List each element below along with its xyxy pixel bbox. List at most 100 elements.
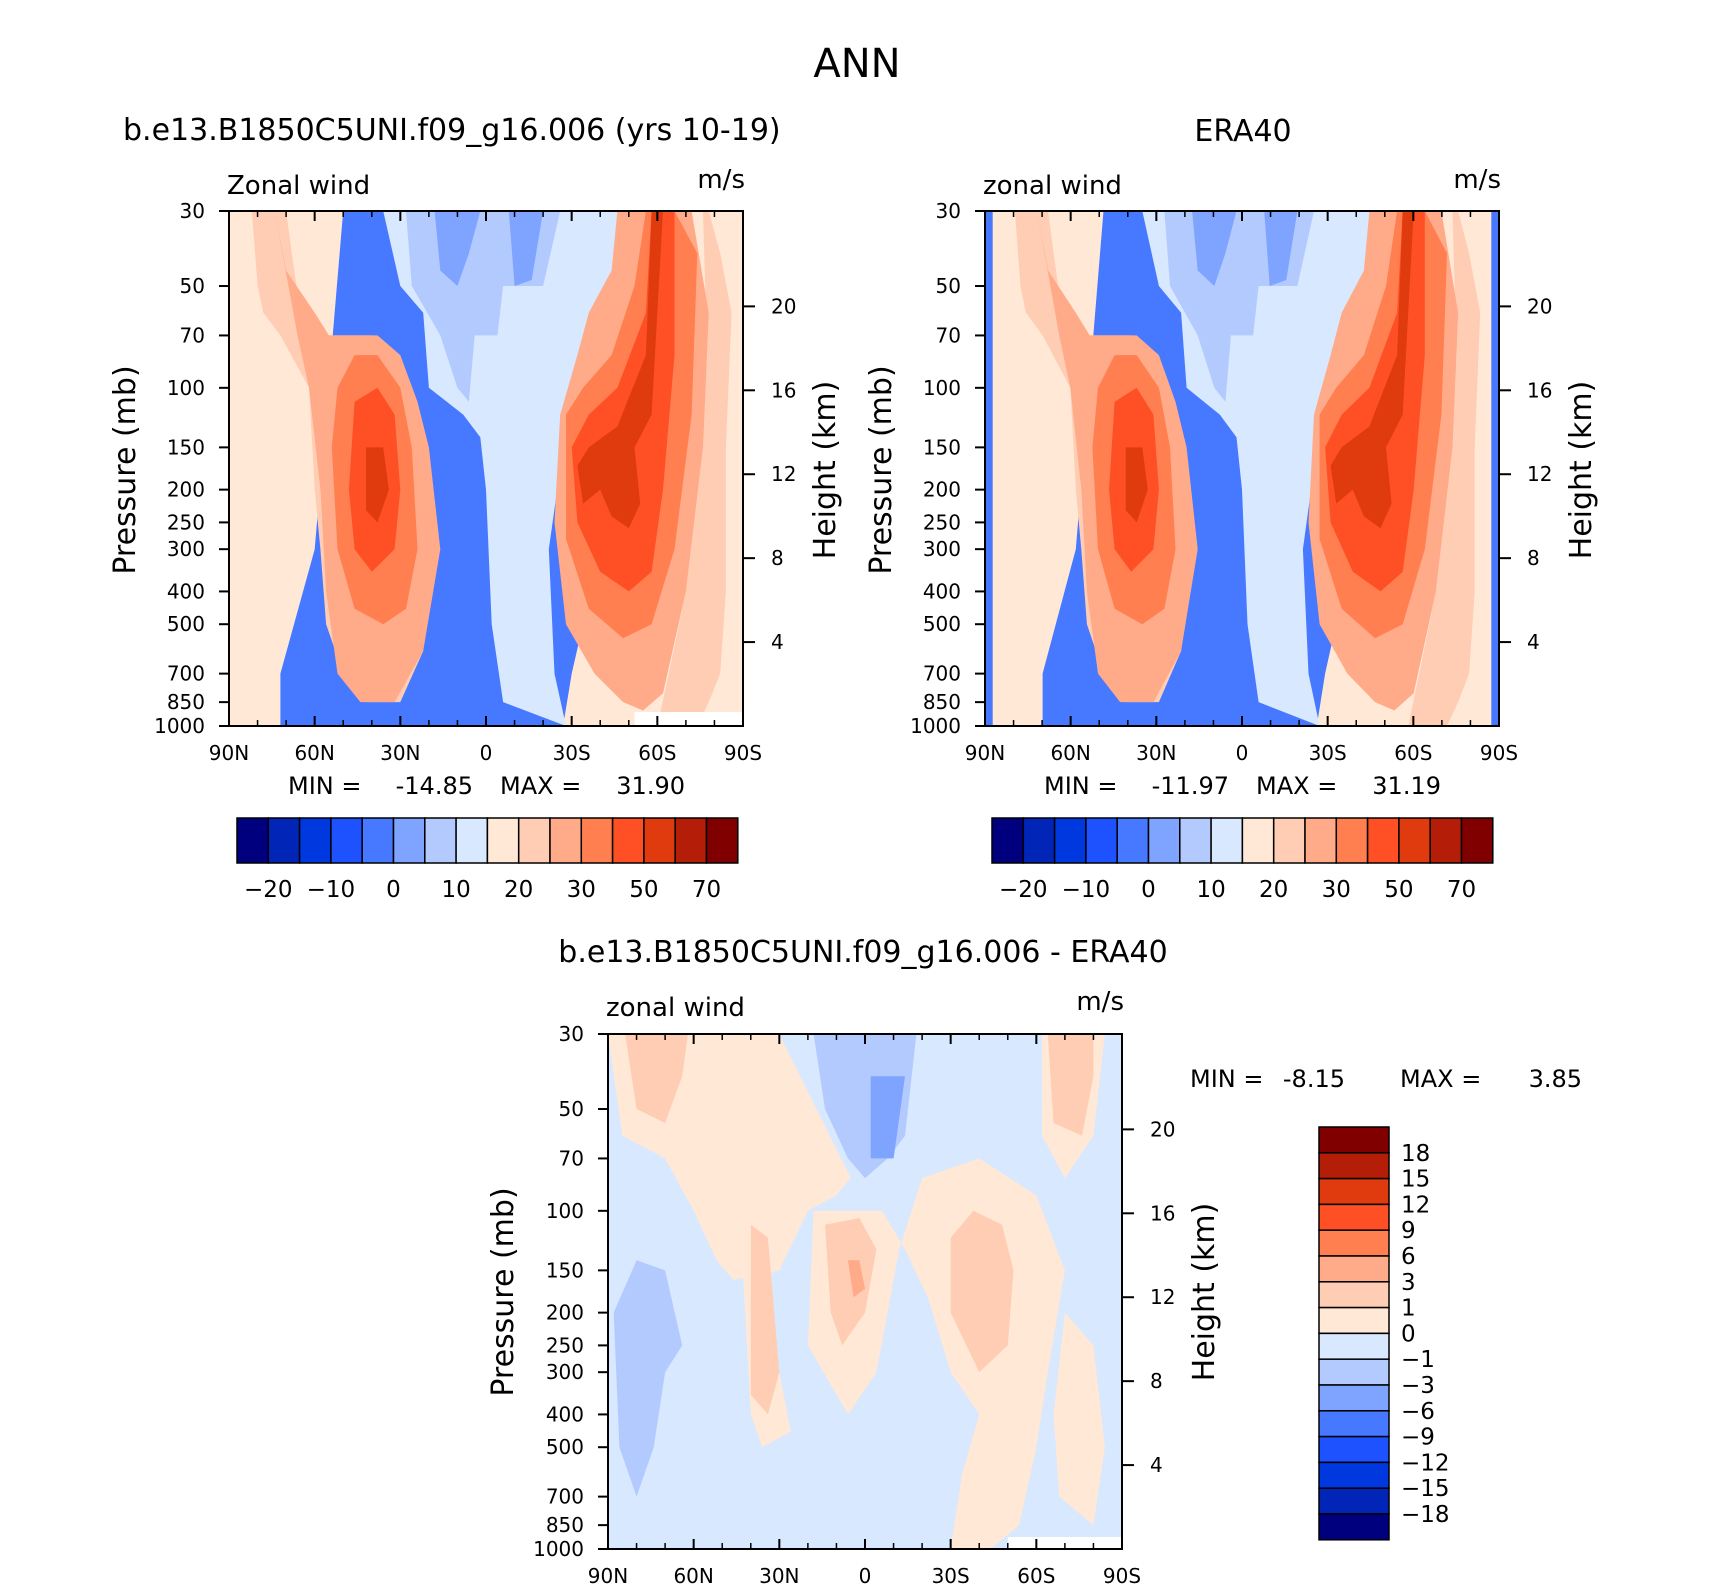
y-tick-label: 1000 (910, 714, 961, 738)
contour-band (1125, 447, 1148, 523)
diff-title: b.e13.B1850C5UNI.f09_g16.006 - ERA40 (558, 935, 1167, 970)
colorbar-tick-label: −10 (307, 877, 356, 903)
diff-units: m/s (1076, 987, 1124, 1017)
colorbar-tick-label: 1 (1401, 1296, 1416, 1322)
y-tick-label: 70 (180, 323, 205, 347)
colorbar-swatch (1318, 1332, 1390, 1360)
colorbar-swatch (1335, 817, 1369, 864)
colorbar-tick-label: 3 (1401, 1270, 1416, 1296)
diff-band (950, 1210, 1014, 1373)
colorbar-swatch (1318, 1435, 1390, 1464)
colorbar-swatch (267, 817, 301, 864)
colorbar-tick-label: 15 (1401, 1167, 1430, 1193)
y-tick-label: 200 (546, 1301, 584, 1325)
colorbar-tick-label: −6 (1401, 1399, 1435, 1425)
terrain-mask (634, 712, 755, 726)
model-axes: 90N 60N 30N 0 30S 60S 90S 30 50 70 100 150 200 250 300… (154, 199, 796, 765)
x-tick-label: 60N (673, 1564, 713, 1588)
height-tick-label: 4 (771, 630, 784, 654)
y-tick-label: 200 (167, 478, 205, 502)
x-tick-label: 30N (380, 741, 420, 765)
obs-colorbar: −20 −10 0 10 20 30 50 70 (991, 817, 1494, 903)
model-max-label: MAX = (500, 772, 581, 800)
colorbar-tick-label: 6 (1401, 1244, 1416, 1270)
diff-max-value: 3.85 (1529, 1065, 1582, 1093)
x-tick-label: 30S (932, 1564, 970, 1588)
x-tick-label: 60S (1394, 741, 1432, 765)
diff-band (870, 1076, 905, 1159)
model-min-label: MIN = (288, 772, 361, 800)
model-title: b.e13.B1850C5UNI.f09_g16.006 (yrs 10-19) (123, 113, 781, 148)
y-tick-label: 50 (180, 274, 205, 298)
height-tick-label: 16 (771, 378, 796, 402)
colorbar-swatch (705, 817, 739, 864)
colorbar-swatch (1053, 817, 1087, 864)
colorbar-tick-label: −20 (244, 877, 293, 903)
colorbar-tick-label: 0 (386, 877, 401, 903)
diff-left-label: zonal wind (606, 993, 745, 1023)
diff-max-label: MAX = (1400, 1065, 1481, 1093)
colorbar-tick-label: −15 (1401, 1476, 1450, 1502)
y-tick-label: 70 (936, 323, 961, 347)
colorbar-swatch (1318, 1203, 1390, 1231)
colorbar-swatch (236, 817, 270, 864)
obs-left-label: zonal wind (983, 171, 1122, 201)
x-tick-label: 60N (1050, 741, 1090, 765)
colorbar-tick-label: 30 (1322, 877, 1351, 903)
y-tick-label: 250 (167, 510, 205, 534)
contour-band (1408, 211, 1481, 726)
colorbar-swatch (1318, 1461, 1390, 1489)
y-tick-label: 500 (546, 1435, 584, 1459)
model-field (229, 211, 755, 726)
diff-ylabel-right: Height (km) (1187, 1203, 1222, 1382)
x-tick-label: 90S (724, 741, 762, 765)
panel-obs: ERA40 zonal wind m/s 90N 60N 30N 0 30S 60S 90S… (864, 114, 1599, 903)
colorbar-tick-label: 10 (1196, 877, 1225, 903)
y-tick-label: 400 (167, 579, 205, 603)
colorbar-tick-label: 0 (1401, 1321, 1416, 1347)
colorbar-swatch (361, 817, 395, 864)
colorbar-tick-label: 9 (1401, 1218, 1416, 1244)
x-tick-label: 60N (294, 741, 334, 765)
colorbar-tick-label: −12 (1401, 1450, 1450, 1476)
diff-band (825, 1218, 877, 1346)
y-tick-label: 1000 (533, 1537, 584, 1561)
colorbar-swatch (1366, 817, 1400, 864)
obs-title: ERA40 (1194, 114, 1291, 149)
colorbar-tick-label: −1 (1401, 1347, 1435, 1373)
y-tick-label: 700 (923, 662, 961, 686)
obs-field (985, 211, 1499, 726)
x-tick-label: 30N (759, 1564, 799, 1588)
y-tick-label: 200 (923, 478, 961, 502)
colorbar-tick-label: 12 (1401, 1192, 1430, 1218)
y-tick-label: 30 (559, 1022, 584, 1046)
colorbar-swatch (1318, 1487, 1390, 1515)
colorbar-swatch (1179, 817, 1212, 864)
colorbar-swatch (517, 817, 551, 864)
obs-units: m/s (1453, 165, 1501, 195)
colorbar-swatch (580, 817, 614, 864)
colorbar-swatch (1318, 1384, 1390, 1412)
colorbar-swatch (1318, 1306, 1390, 1335)
y-tick-label: 850 (546, 1513, 584, 1537)
colorbar-swatch (392, 817, 426, 864)
colorbar-swatch (486, 817, 520, 864)
x-tick-label: 90N (209, 741, 249, 765)
colorbar-tick-label: −10 (1062, 877, 1111, 903)
y-tick-label: 70 (559, 1146, 584, 1170)
contour-band (434, 211, 481, 286)
contour-band (366, 447, 389, 523)
y-tick-label: 300 (167, 537, 205, 561)
colorbar-swatch (1429, 817, 1463, 864)
colorbar-tick-label: 18 (1401, 1141, 1430, 1167)
colorbar-swatch (1460, 817, 1494, 864)
y-tick-label: 500 (167, 612, 205, 636)
y-tick-label: 100 (167, 376, 205, 400)
colorbar-swatch (1022, 817, 1056, 864)
colorbar-tick-label: −9 (1401, 1425, 1435, 1451)
colorbar-swatch (1318, 1358, 1390, 1386)
x-tick-label: 90S (1480, 741, 1518, 765)
colorbar-tick-label: −18 (1401, 1502, 1450, 1528)
colorbar-tick-label: 50 (1384, 877, 1413, 903)
x-tick-label: 30S (553, 741, 591, 765)
